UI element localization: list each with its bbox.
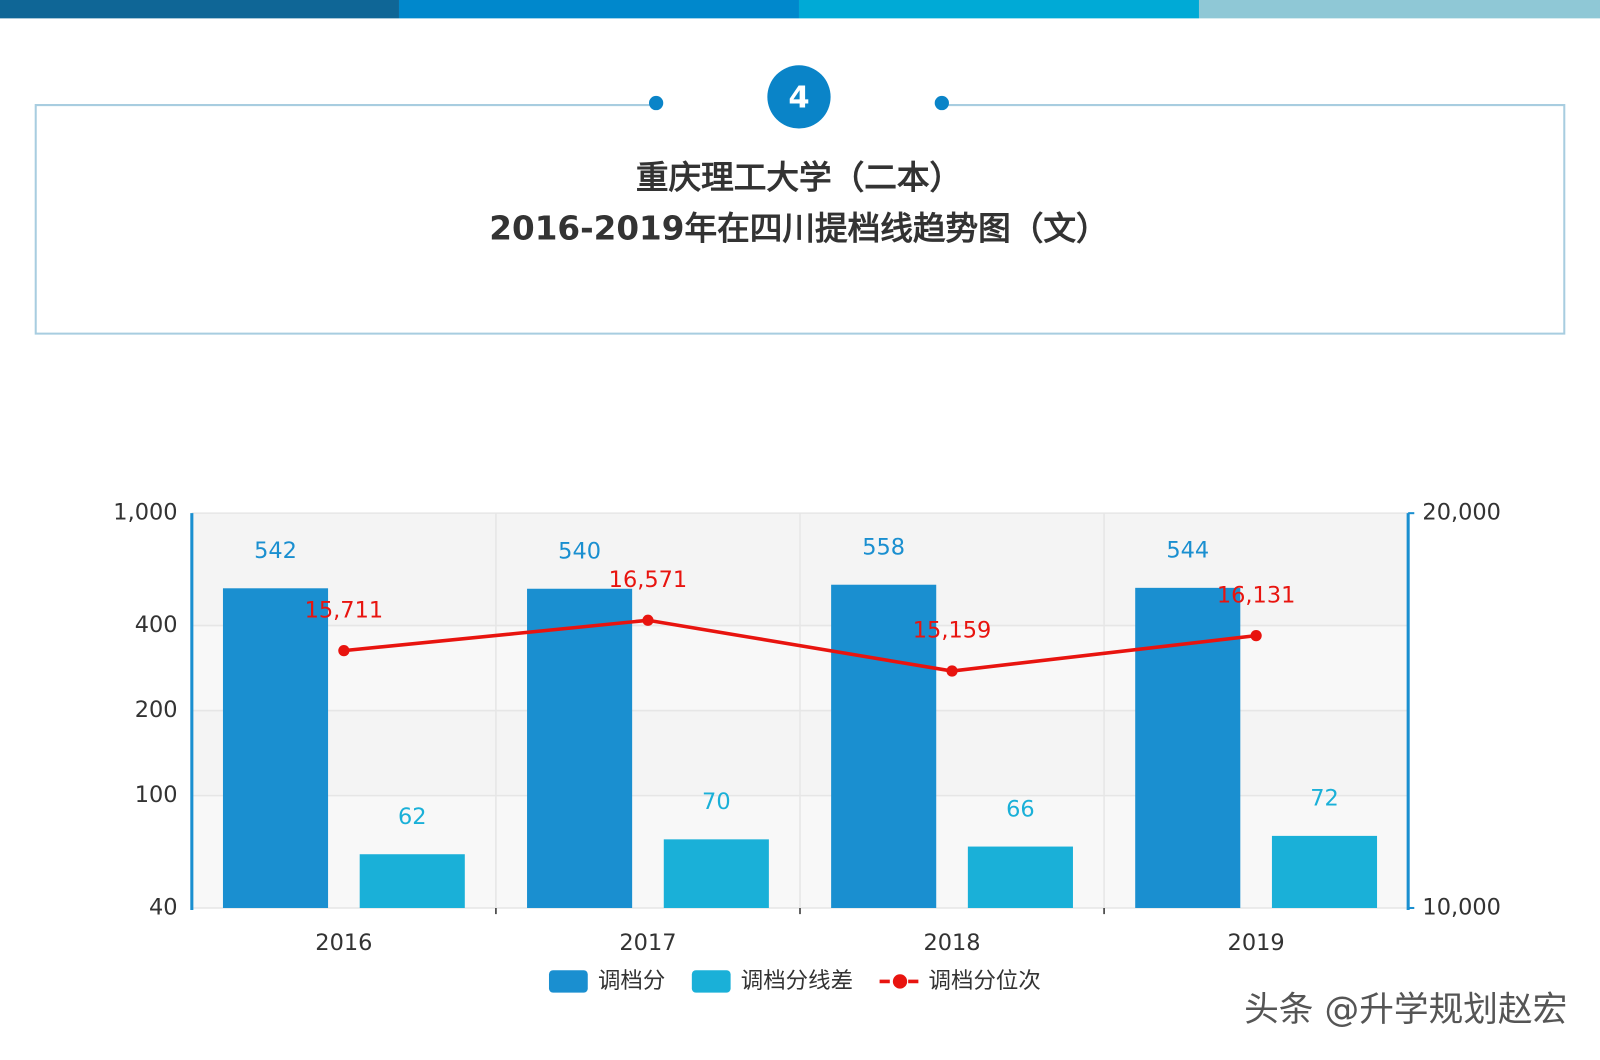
x-tick-label: 2018: [923, 930, 980, 956]
chart-subtitle: 2016-2019年在四川提档线趋势图（文）: [489, 210, 1108, 248]
bar: [1271, 835, 1378, 908]
strip: [398, 0, 799, 19]
bar-label: 72: [1310, 786, 1339, 812]
legend-label: 调档分线差: [741, 968, 853, 994]
line-label: 15,711: [305, 597, 384, 623]
strip: [0, 0, 399, 19]
dot: [648, 95, 664, 111]
badge: [767, 65, 831, 129]
line-label: 15,159: [913, 618, 992, 644]
legend-swatch: [548, 970, 588, 993]
legend-label: 调档分位次: [929, 968, 1041, 994]
legend-label: 调档分: [598, 968, 665, 994]
bar: [1135, 587, 1241, 908]
plot: 40 100 200 400 1,000 10,000 20,000 2016 2017 2018…: [113, 500, 1501, 994]
bar: [359, 854, 465, 908]
chart-title: 重庆理工大学（二本）: [636, 159, 962, 197]
line: [343, 618, 1257, 673]
bar: [967, 846, 1073, 908]
line-point: [642, 614, 654, 626]
dot: [934, 95, 949, 111]
bar-label: 66: [1006, 796, 1035, 822]
x-tick-label: 2016: [315, 930, 372, 956]
x-tick-label: 2019: [1228, 930, 1285, 956]
strip: [798, 0, 1199, 19]
y-tick-label: 400: [135, 612, 178, 638]
watermark: 头条 @升学规划赵宏: [1244, 990, 1567, 1030]
bar: [527, 588, 633, 908]
bar-label: 542: [254, 538, 297, 564]
y-tick-label: 100: [135, 782, 178, 808]
bar-label: 544: [1166, 538, 1209, 564]
line-label: 16,131: [1217, 582, 1296, 608]
x-tick-label: 2017: [619, 930, 676, 956]
bar-label: 70: [702, 789, 731, 815]
legend-dot: [892, 974, 908, 989]
bar-label: 558: [862, 534, 905, 560]
header-box: [34, 104, 1566, 335]
y-tick-label: 1,000: [113, 500, 177, 526]
bar: [831, 584, 937, 908]
bar: [663, 839, 769, 908]
line-point: [338, 645, 350, 657]
strip: [1198, 0, 1600, 19]
line-point: [946, 665, 958, 677]
line-label: 16,571: [609, 567, 688, 593]
bar: [222, 588, 329, 908]
bar-label: 540: [558, 539, 601, 565]
y2-tick-label: 20,000: [1422, 500, 1501, 526]
y-tick-label: 40: [149, 894, 178, 920]
legend-swatch: [691, 970, 731, 993]
badge-number: 4: [788, 80, 809, 115]
line-point: [1250, 630, 1262, 642]
bar-label: 62: [398, 804, 427, 830]
y-tick-label: 200: [135, 697, 178, 723]
y2-tick-label: 10,000: [1422, 894, 1501, 920]
